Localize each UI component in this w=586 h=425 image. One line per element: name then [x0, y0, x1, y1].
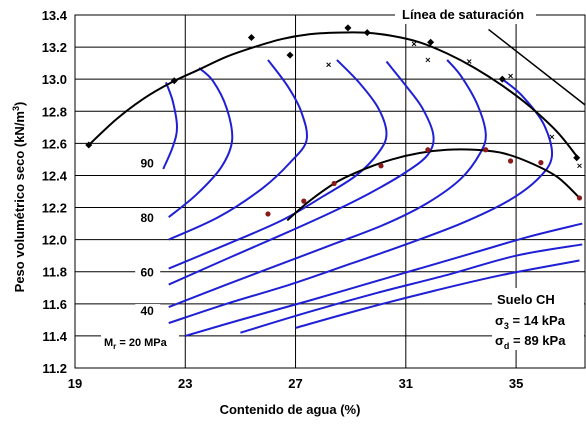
cross-marker: [508, 73, 513, 79]
circle-marker: [483, 147, 489, 153]
contour-labels: 90 80 60 40: [135, 156, 161, 320]
x-tick-label: 31: [399, 376, 413, 391]
y-tick-label: 12.4: [42, 168, 68, 183]
cross-marker: [411, 41, 417, 47]
modulus-contour-line: [240, 243, 583, 334]
data-markers: [85, 24, 583, 217]
circle-marker: [331, 180, 337, 187]
modulus-contour-line: [168, 60, 435, 286]
saturation-line: [488, 28, 585, 106]
diamond-marker: [573, 154, 581, 162]
circle-marker: [425, 147, 431, 153]
compaction-curve: [88, 31, 578, 157]
cross-marker: [577, 163, 582, 169]
y-tick-label: 12.6: [42, 136, 67, 151]
y-tick-label: 11.6: [42, 297, 67, 312]
y-axis-title: Peso volumétrico seco (kN/m3): [11, 102, 27, 293]
x-tick-labels: 19 23 27 31 35: [68, 376, 524, 391]
diamond-marker: [247, 33, 255, 41]
y-tick-label: 12.2: [42, 201, 67, 216]
x-axis-title: Contenido de agua (%): [220, 402, 361, 417]
x-tick-label: 35: [509, 376, 523, 391]
saturation-label: Línea de saturación: [402, 7, 524, 22]
circle-marker: [265, 211, 271, 217]
contour-label: 40: [141, 304, 155, 318]
contour-label: 60: [141, 266, 155, 280]
compaction-curves: [88, 31, 581, 222]
y-tick-label: 12.8: [42, 104, 67, 119]
saturation-line-segment: [488, 28, 585, 106]
modulus-contour-line: [168, 67, 234, 218]
plot-area-frame: [74, 14, 586, 369]
circle-marker: [507, 158, 514, 164]
cross-marker: [326, 62, 331, 68]
soil-box: [492, 288, 584, 350]
saturation-label-bg: [395, 6, 536, 24]
diamond-marker: [286, 51, 294, 59]
y-tick-label: 11.4: [42, 329, 67, 344]
mr-label: Mr = 20 MPa: [104, 337, 168, 351]
contour-label: 80: [141, 211, 155, 225]
y-tick-label: 11.8: [42, 265, 67, 280]
modulus-contour-line: [168, 59, 388, 270]
modulus-contours: [162, 59, 583, 337]
x-tick-label: 23: [178, 376, 192, 391]
diamond-marker: [170, 77, 178, 85]
y-tick-labels: 11.2 11.4 11.6 11.8 12.0 12.2 12.4 12.6 12.8 13.0…: [42, 8, 68, 376]
circle-marker: [378, 163, 384, 169]
diamond-marker: [498, 75, 506, 83]
circle-marker: [538, 160, 544, 166]
modulus-contour-line: [295, 259, 580, 329]
x-tick-label: 27: [288, 376, 302, 391]
diamond-marker: [363, 29, 371, 37]
diamond-marker: [85, 141, 93, 149]
circle-marker: [301, 198, 307, 204]
contour-label-bg: [135, 265, 161, 281]
modulus-contour-line: [168, 59, 308, 241]
y-tick-label: 13.2: [42, 40, 67, 55]
y-tick-label: 13.0: [42, 72, 67, 87]
diamond-marker: [427, 38, 435, 46]
sigma3-label: σ3 = 14 kPa: [495, 313, 566, 331]
contour-label-bg: [135, 156, 161, 172]
diamond-marker: [344, 24, 352, 32]
sigmad-label: σd = 89 kPa: [495, 333, 566, 351]
y-tick-label: 12.0: [42, 233, 67, 248]
y-tick-label: 13.4: [42, 8, 68, 23]
modulus-contour-line: [168, 59, 487, 308]
cross-marker: [425, 57, 431, 63]
contour-label-bg: [135, 210, 161, 226]
modulus-contour-line: [162, 82, 179, 170]
contour-label-bg: [135, 304, 161, 320]
soil-label: Suelo CH: [497, 292, 555, 307]
modulus-contour-line: [168, 78, 554, 325]
mr-box: [101, 332, 179, 352]
cross-marker: [466, 59, 472, 64]
x-tick-label: 19: [68, 376, 82, 391]
y-tick-label: 11.2: [42, 361, 67, 376]
contour-label: 90: [141, 156, 155, 170]
circle-marker: [576, 195, 583, 201]
cross-marker: [549, 134, 555, 140]
modulus-contour-line: [184, 222, 583, 337]
compaction-curve: [286, 148, 581, 222]
